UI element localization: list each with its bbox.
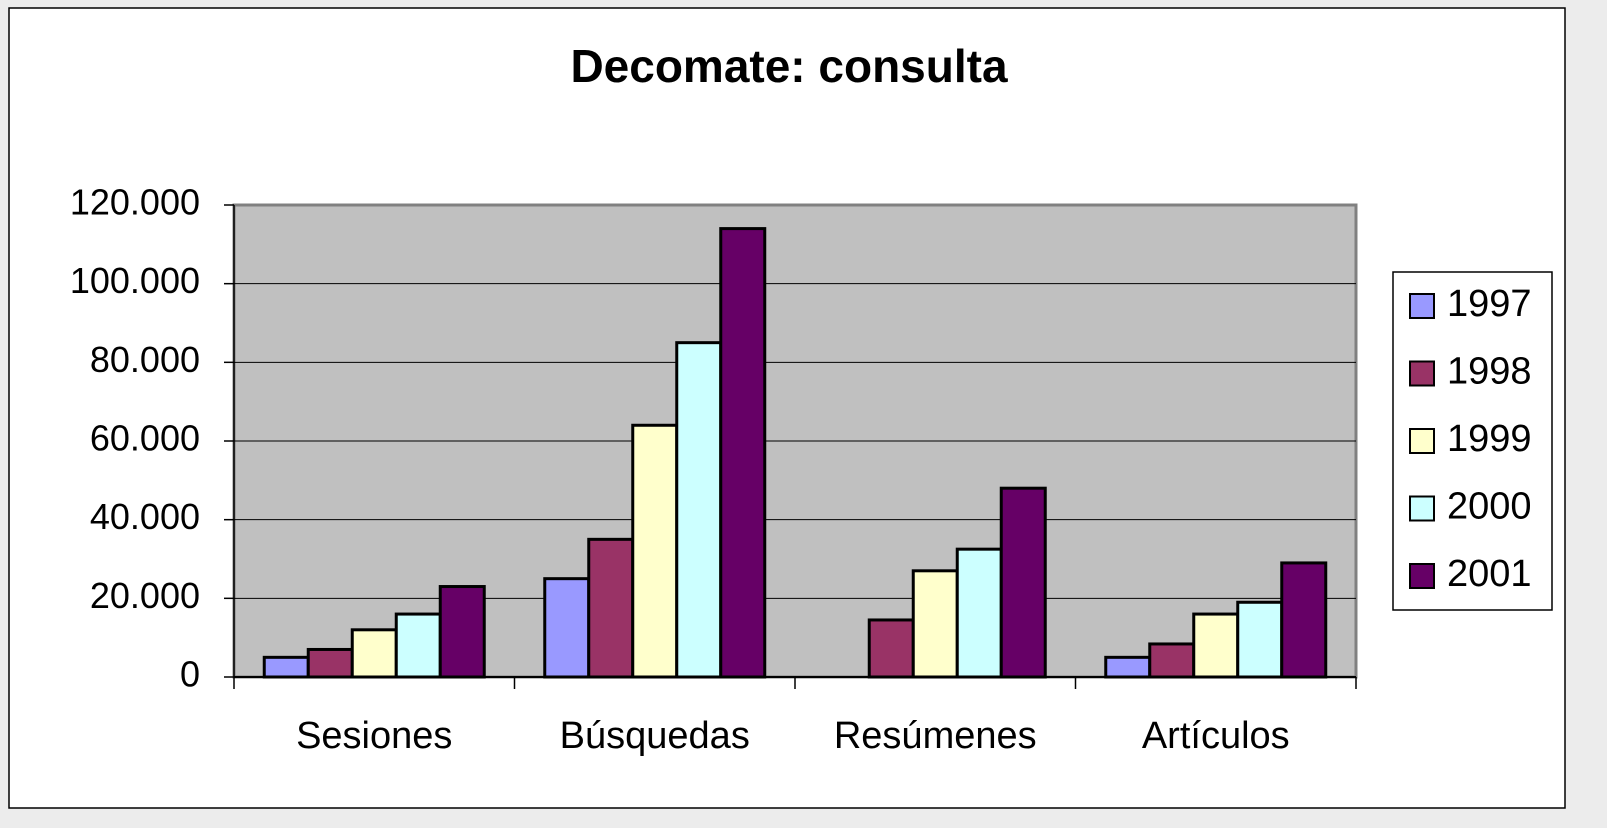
legend-label: 1999 [1447,418,1532,460]
bar [1148,642,1196,679]
y-tick-label: 0 [180,654,200,695]
bar [675,341,723,679]
legend-swatch [1409,293,1435,319]
y-tick-label: 40.000 [90,496,200,537]
legend-swatch [1409,428,1435,454]
bar [999,486,1047,679]
bar [262,655,310,679]
bar [867,618,915,679]
x-tick-label: Artículos [1142,715,1290,757]
legend-label: 1998 [1447,351,1532,393]
x-tick-label: Sesiones [296,715,452,757]
y-tick-label: 120.000 [70,182,200,223]
bar [587,537,635,679]
bar [306,647,354,679]
legend-swatch [1409,360,1435,387]
bar [543,577,591,679]
legend-label: 1997 [1447,283,1532,325]
legend-label: 2000 [1447,486,1532,528]
bar [394,612,442,679]
y-tick-label: 80.000 [90,339,200,380]
bar [350,628,398,679]
y-tick-label: 60.000 [90,418,200,459]
bar [1236,600,1284,679]
x-tick-label: Resúmenes [834,715,1037,757]
legend-swatch [1409,495,1435,522]
bar [1192,612,1240,679]
bar [438,585,486,679]
chart-title: Decomate: consulta [570,40,1008,92]
bar [1280,561,1328,679]
x-tick-label: Búsquedas [560,715,750,757]
legend-swatch [1409,563,1435,589]
bar [719,227,767,679]
bar [911,569,959,679]
y-tick-label: 100.000 [70,260,200,301]
bar [631,423,679,679]
y-tick-label: 20.000 [90,575,200,616]
bar [1104,655,1152,679]
bar [955,547,1003,679]
legend-label: 2001 [1447,553,1532,595]
